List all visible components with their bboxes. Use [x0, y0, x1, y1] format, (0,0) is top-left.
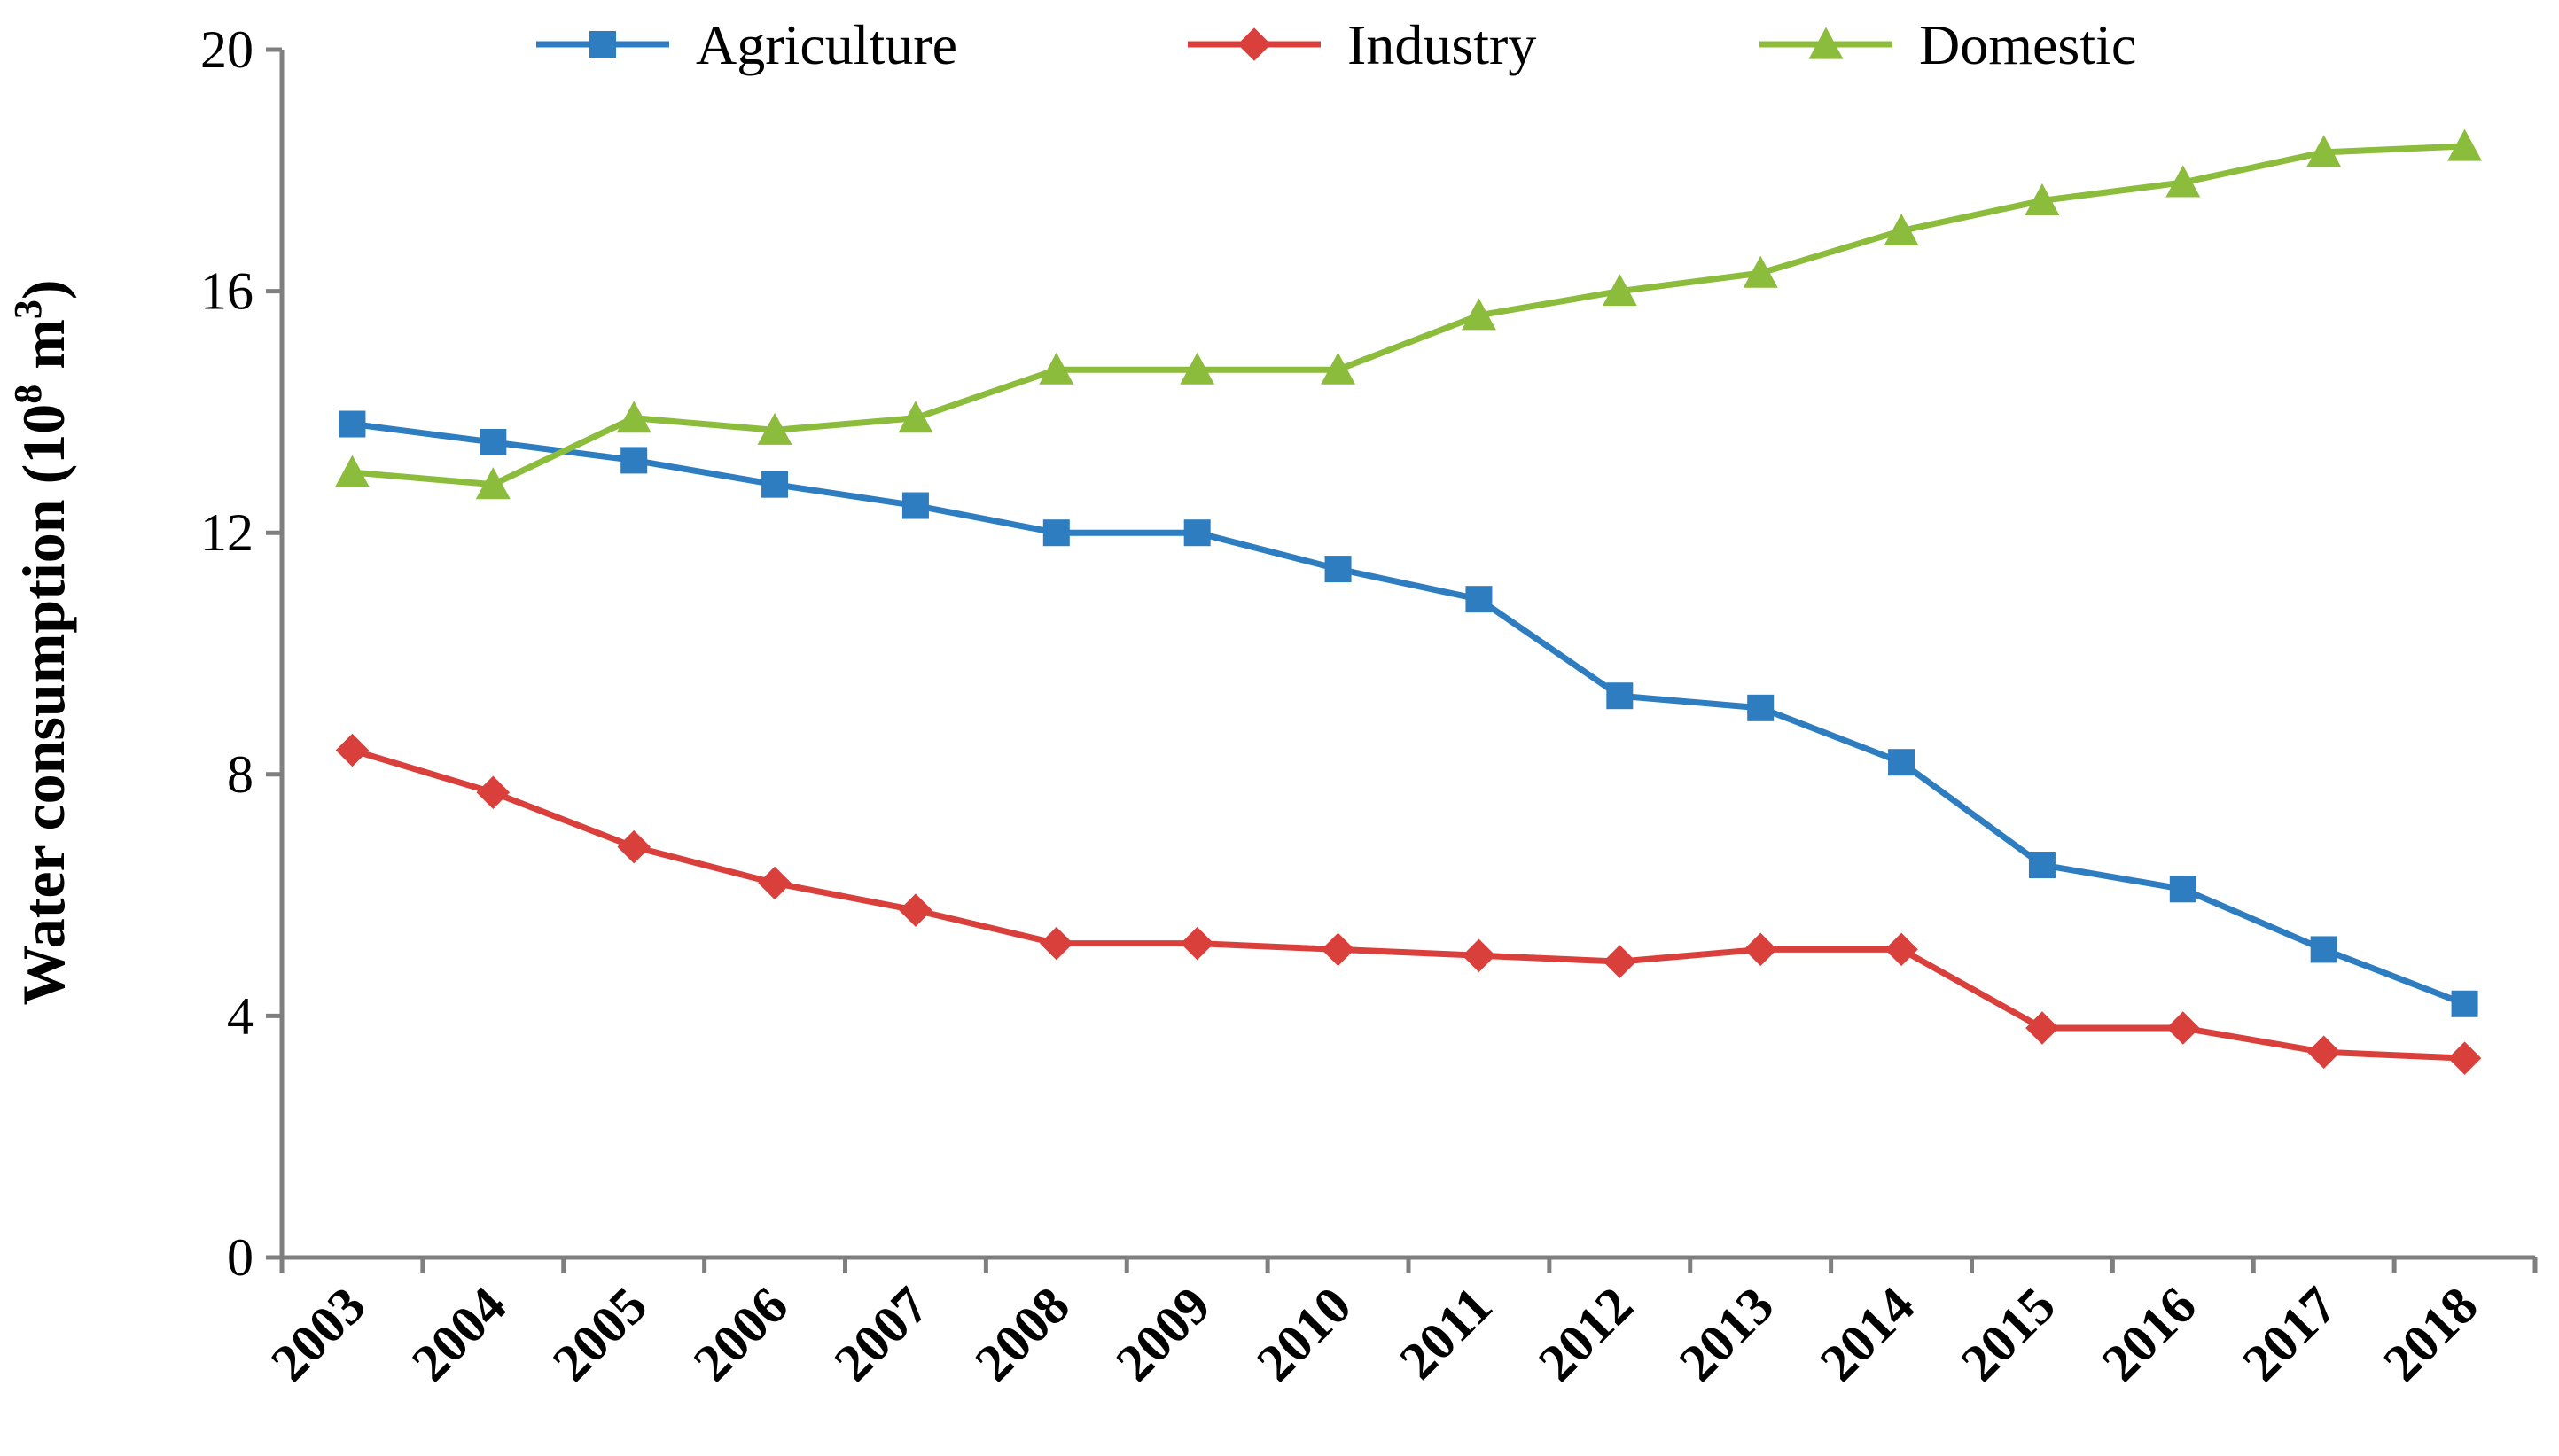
- marker-square: [589, 31, 616, 58]
- marker-square: [2028, 852, 2056, 879]
- legend: Agriculture Industry Domestic: [536, 13, 2136, 76]
- x-tick-label: 2013: [1668, 1276, 1785, 1393]
- marker-diamond: [2306, 1035, 2341, 1070]
- y-tick-label: 8: [227, 745, 254, 804]
- legend-item-agriculture: Agriculture: [536, 13, 957, 76]
- y-tick-label: 20: [200, 20, 254, 79]
- marker-diamond: [1603, 945, 1637, 978]
- marker-diamond: [2166, 1011, 2200, 1045]
- marker-square: [2310, 936, 2337, 963]
- x-tick-label: 2009: [1104, 1276, 1221, 1393]
- series-agriculture: [339, 410, 2478, 1017]
- legend-item-industry: Industry: [1188, 13, 1536, 76]
- x-tick-label: 2014: [1809, 1276, 1926, 1393]
- marker-square: [1042, 519, 1070, 547]
- x-tick-label: 2018: [2372, 1276, 2489, 1393]
- x-tick-label: 2015: [1950, 1276, 2067, 1393]
- marker-triangle: [616, 401, 651, 433]
- marker-triangle: [1808, 27, 1844, 59]
- marker-diamond: [899, 893, 932, 927]
- marker-square: [1183, 519, 1211, 547]
- marker-diamond: [476, 775, 511, 809]
- marker-square: [1747, 694, 1775, 721]
- marker-diamond: [1237, 27, 1271, 61]
- marker-triangle: [475, 467, 511, 500]
- marker-diamond: [1884, 932, 1918, 967]
- marker-diamond: [335, 733, 370, 767]
- marker-square: [1888, 749, 1915, 776]
- series-industry: [335, 733, 2482, 1075]
- x-tick-label: 2005: [542, 1276, 659, 1393]
- series-domestic: [334, 128, 2483, 500]
- marker-diamond: [1321, 932, 1355, 967]
- marker-square: [339, 410, 366, 438]
- marker-triangle: [2306, 135, 2342, 167]
- marker-triangle: [1180, 352, 1215, 385]
- y-tick-label: 0: [227, 1228, 254, 1287]
- y-axis-title: Water consumption (108 m3): [6, 279, 77, 1005]
- x-tick-label: 2006: [683, 1276, 800, 1393]
- x-tick-label: 2004: [401, 1276, 518, 1393]
- x-tick-label: 2010: [1245, 1276, 1362, 1393]
- marker-square: [480, 428, 507, 455]
- legend-label: Domestic: [1919, 13, 2136, 76]
- marker-triangle: [898, 401, 933, 433]
- series-line-domestic: [352, 143, 2465, 488]
- series-layer: [334, 128, 2483, 1075]
- y-tick-label: 12: [200, 503, 254, 562]
- marker-diamond: [1040, 926, 1073, 961]
- marker-triangle: [757, 412, 792, 445]
- marker-square: [1465, 586, 1493, 613]
- marker-triangle: [1743, 255, 1778, 288]
- legend-item-domestic: Domestic: [1759, 13, 2136, 76]
- marker-triangle: [1602, 274, 1637, 307]
- marker-square: [2169, 876, 2196, 903]
- marker-triangle: [2025, 183, 2060, 215]
- y-tick-label: 4: [227, 986, 254, 1045]
- marker-triangle: [1884, 213, 1919, 246]
- marker-diamond: [1180, 926, 1214, 961]
- marker-diamond: [2447, 1041, 2482, 1075]
- x-tick-label: 2007: [823, 1276, 940, 1393]
- x-tick-label: 2011: [1388, 1276, 1502, 1390]
- marker-square: [2451, 990, 2478, 1017]
- x-tick-label: 2008: [964, 1276, 1081, 1393]
- legend-label: Industry: [1347, 13, 1536, 76]
- marker-square: [761, 471, 789, 498]
- marker-triangle: [2165, 165, 2201, 198]
- marker-square: [901, 492, 929, 519]
- marker-triangle: [1461, 298, 1496, 331]
- marker-diamond: [617, 829, 651, 864]
- marker-square: [620, 447, 648, 474]
- legend-label: Agriculture: [696, 13, 957, 76]
- marker-diamond: [758, 866, 792, 900]
- x-tick-label: 2016: [2090, 1276, 2207, 1393]
- marker-triangle: [1321, 352, 1356, 385]
- series-line-industry: [351, 747, 2465, 1062]
- series-line-agriculture: [351, 421, 2466, 1008]
- marker-triangle: [2447, 128, 2483, 161]
- x-tick-label: 2003: [260, 1276, 377, 1393]
- marker-square: [1324, 556, 1352, 583]
- y-tick-label: 16: [200, 262, 254, 321]
- marker-diamond: [1462, 938, 1496, 972]
- marker-diamond: [2025, 1011, 2059, 1045]
- marker-diamond: [1744, 932, 1777, 967]
- marker-square: [1606, 682, 1634, 710]
- marker-triangle: [1039, 352, 1074, 385]
- x-tick-label: 2012: [1527, 1276, 1644, 1393]
- x-tick-label: 2017: [2231, 1276, 2348, 1393]
- marker-triangle: [334, 455, 370, 487]
